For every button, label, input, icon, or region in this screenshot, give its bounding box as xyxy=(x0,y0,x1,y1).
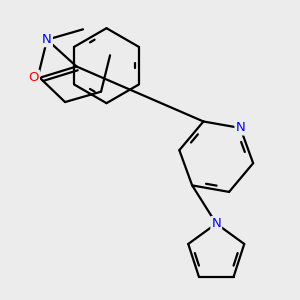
Text: N: N xyxy=(212,217,221,230)
Text: O: O xyxy=(28,71,39,84)
Text: N: N xyxy=(236,122,245,134)
Text: N: N xyxy=(42,33,52,46)
